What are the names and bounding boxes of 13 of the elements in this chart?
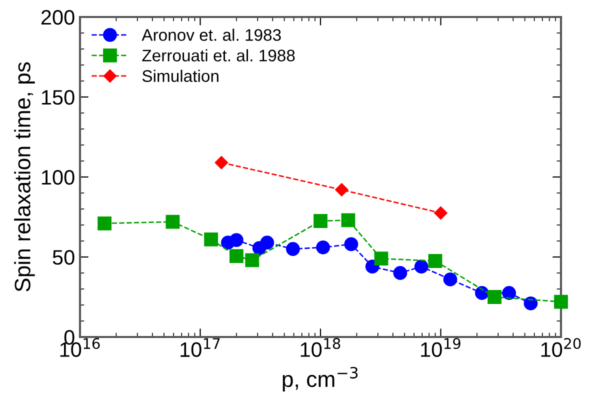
legend-label: Aronov et. al. 1983 — [142, 28, 281, 41]
y-tick-label: 150 — [42, 90, 74, 105]
legend-label: Zerrouati et. al. 1988 — [142, 49, 295, 62]
x-tick-label: 10$^{19}$ — [421, 338, 460, 358]
y-tick-label: 200 — [41, 10, 74, 25]
y-tick-label: 50 — [52, 250, 74, 265]
x-tick-label: 10$^{20}$ — [541, 338, 581, 358]
legend-label: Simulation — [142, 70, 218, 82]
x-tick-label: 10$^{18}$ — [300, 338, 340, 358]
x-axis-title: p, cm$^{−3}$ — [282, 366, 358, 392]
x-tick-label: 10$^{17}$ — [180, 338, 220, 358]
y-axis-title: Spin relaxation time, ps — [14, 62, 35, 292]
y-tick-label: 100 — [42, 170, 74, 185]
